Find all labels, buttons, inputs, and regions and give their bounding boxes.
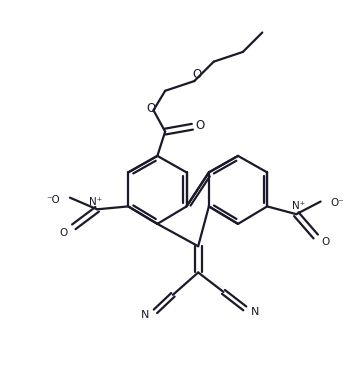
Text: O: O — [146, 102, 155, 115]
Text: N: N — [251, 307, 259, 317]
Text: O: O — [193, 68, 202, 81]
Text: ⁻O: ⁻O — [46, 195, 60, 205]
Text: N⁺: N⁺ — [89, 196, 102, 206]
Text: O: O — [195, 119, 205, 132]
Text: N: N — [141, 310, 150, 320]
Text: O: O — [322, 237, 330, 247]
Text: O⁻: O⁻ — [330, 199, 344, 208]
Text: N⁺: N⁺ — [292, 201, 305, 211]
Text: O: O — [60, 228, 68, 238]
